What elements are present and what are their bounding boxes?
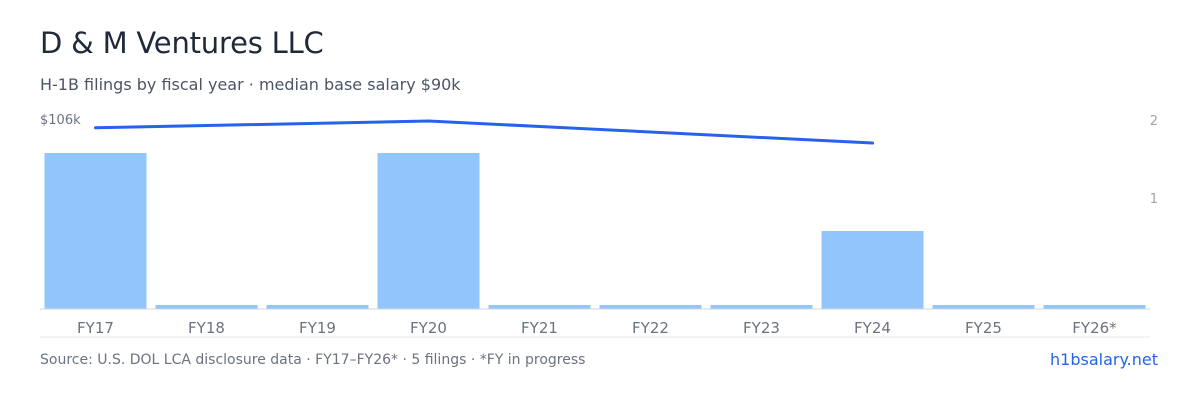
salary-line (94, 119, 874, 145)
bar-fy19 (266, 305, 369, 309)
bar-fy26-partial (1043, 305, 1146, 309)
x-tick-label: FY18 (188, 319, 225, 337)
x-tick-label: FY19 (299, 319, 336, 337)
bar-fy24 (821, 231, 924, 309)
source-note: Source: U.S. DOL LCA disclosure data · F… (40, 352, 586, 368)
x-tick-label: FY25 (965, 319, 1002, 337)
x-tick-label: FY26* (1072, 319, 1117, 337)
bar-fy23 (710, 305, 813, 309)
bar-fy18 (155, 305, 258, 309)
site-link[interactable]: h1bsalary.net (1050, 350, 1158, 369)
bar-fy17 (44, 153, 147, 309)
x-tick-label: FY24 (854, 319, 891, 337)
right-axis-tick-label: 1 (1150, 192, 1158, 207)
bar-fy22 (599, 305, 702, 309)
x-tick-label: FY17 (77, 319, 114, 337)
bar-fy25 (932, 305, 1035, 309)
left-axis-tick-label: $106k (40, 113, 81, 128)
chart-subtitle: H-1B filings by fiscal year · median bas… (40, 75, 461, 94)
x-tick-label: FY21 (521, 319, 558, 337)
right-axis-tick-label: 2 (1150, 114, 1158, 129)
x-tick-label: FY20 (410, 319, 447, 337)
bar-fy21 (488, 305, 591, 309)
x-tick-label: FY23 (743, 319, 780, 337)
chart-title: D & M Ventures LLC (40, 26, 324, 60)
x-tick-label: FY22 (632, 319, 669, 337)
bar-fy20 (377, 153, 480, 309)
